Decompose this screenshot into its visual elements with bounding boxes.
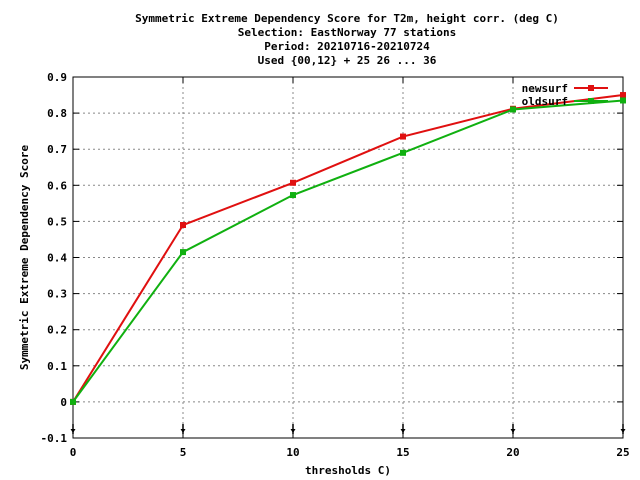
y-axis-title: Symmetric Extreme Dependency Score [18,145,31,371]
title-line: Symmetric Extreme Dependency Score for T… [135,12,559,25]
series-line-oldsurf [72,99,624,403]
y-axis: -0.1 0 0.1 0.2 0.3 0.4 0.5 0.6 0.7 0.8 0.9 [41,71,623,445]
legend-label-newsurf: newsurf [522,82,568,95]
grid [73,77,623,438]
threshold-marker-head [620,429,626,433]
x-tick-label: 25 [616,446,629,459]
data-point-newsurf [290,179,296,186]
data-point-newsurf [180,222,186,229]
y-tick-label: 0.2 [47,324,67,337]
title-line: Selection: EastNorway 77 stations [238,26,457,39]
x-tick-label: 20 [506,446,519,459]
y-tick-label: 0.5 [47,215,67,228]
legend-label-oldsurf: oldsurf [522,95,568,108]
threshold-marker-row [70,424,626,434]
threshold-marker-head [400,429,406,433]
x-tick-label: 15 [396,446,409,459]
x-axis: 0 5 10 15 20 25 [70,77,630,459]
y-tick-label: 0.3 [47,288,67,301]
data-point-newsurf [620,92,626,99]
y-tick-label: 0.9 [47,71,67,84]
legend-marker-newsurf [588,85,594,91]
x-tick-label: 5 [180,446,187,459]
title-line: Used {00,12} + 25 26 ... 36 [258,54,437,67]
data-point-oldsurf [620,97,626,104]
data-point-oldsurf [400,149,406,156]
threshold-marker-head [290,429,296,433]
y-tick-label: 0.4 [47,252,67,265]
title-line: Period: 20210716-20210724 [264,40,430,53]
data-point-newsurf [400,133,406,140]
y-tick-label: 0.7 [47,143,67,156]
data-point-oldsurf [510,106,516,113]
y-tick-label: 0.1 [47,360,67,373]
chart-title: Symmetric Extreme Dependency Score for T… [135,12,559,67]
series-group [70,92,626,405]
y-tick-label: -0.1 [41,432,68,445]
threshold-marker-head [180,429,186,433]
y-tick-label: 0.6 [47,179,67,192]
threshold-marker-head [70,429,76,433]
y-tick-label: 0 [60,396,67,409]
legend-marker-oldsurf [588,98,594,104]
data-point-oldsurf [70,398,76,405]
data-point-oldsurf [290,192,296,199]
data-point-oldsurf [180,249,186,256]
x-tick-label: 0 [70,446,77,459]
x-tick-label: 10 [286,446,299,459]
threshold-marker-head [510,429,516,433]
y-tick-label: 0.8 [47,107,67,120]
series-line-newsurf [72,94,624,403]
x-axis-title: thresholds C) [305,464,391,477]
